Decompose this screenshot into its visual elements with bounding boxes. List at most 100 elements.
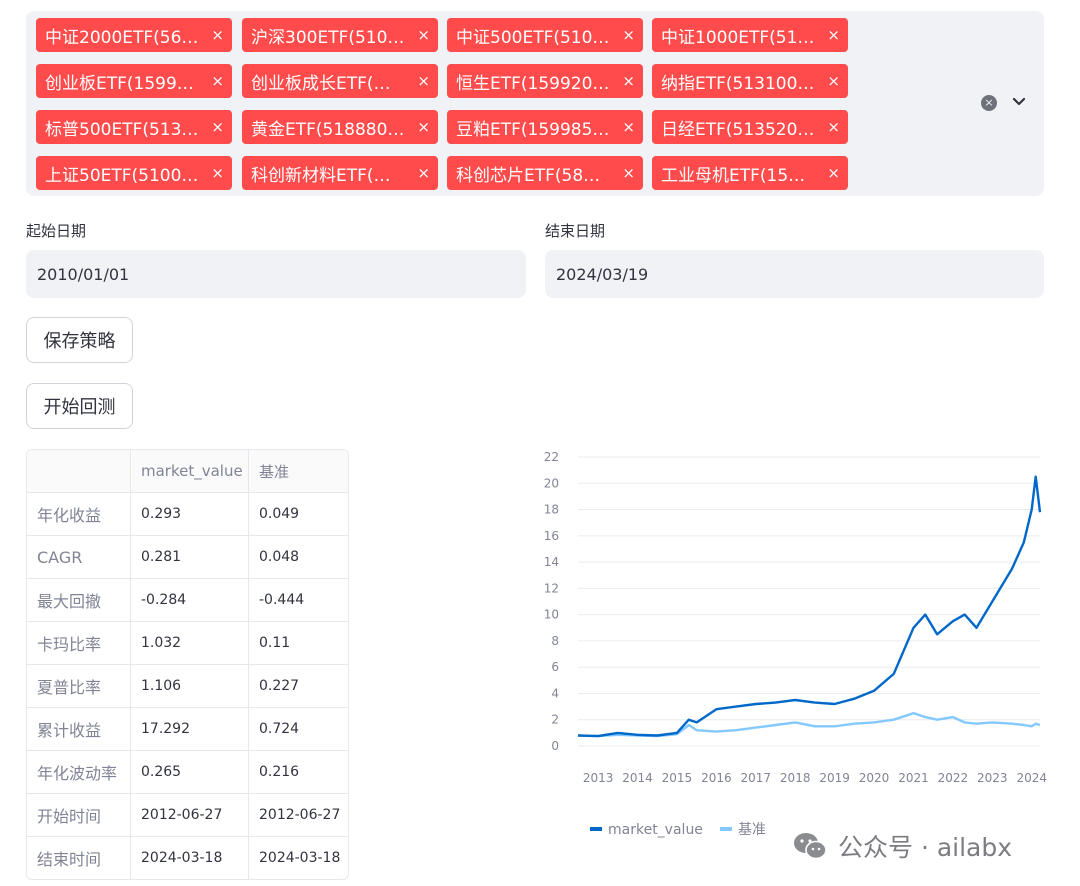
y-tick-label: 22 — [544, 450, 559, 464]
table-cell: -0.444 — [259, 592, 305, 608]
x-tick-label: 2013 — [583, 771, 614, 785]
tag-remove-icon[interactable]: × — [417, 164, 430, 182]
row-label: 最大回撤 — [27, 579, 131, 621]
y-tick-label: 2 — [551, 713, 559, 727]
start-backtest-button[interactable]: 开始回测 — [26, 383, 133, 429]
tag-label: 上证50ETF(5100… — [45, 165, 199, 186]
tag-remove-icon[interactable]: × — [211, 26, 224, 44]
header-cell — [27, 450, 131, 492]
tag-label: 工业母机ETF(15… — [661, 165, 806, 186]
tag-remove-icon[interactable]: × — [827, 26, 840, 44]
series-line — [577, 712, 1041, 738]
legend-label: 基准 — [738, 821, 766, 838]
tag-label: 中证1000ETF(51… — [661, 27, 815, 48]
table-cell: 0.293 — [131, 493, 249, 535]
row-label: 年化波动率 — [27, 751, 131, 793]
tag-chip: 科创新材料ETF(… × — [242, 156, 438, 190]
watermark-text: 公众号 · ailabx — [838, 833, 1013, 862]
table-cell: 2012-06-27 — [259, 807, 341, 823]
tag-chip: 标普500ETF(513… × — [36, 110, 232, 144]
tag-remove-icon[interactable]: × — [417, 26, 430, 44]
tag-label: 黄金ETF(518880… — [251, 119, 405, 140]
tag-remove-icon[interactable]: × — [622, 72, 635, 90]
tag-label: 沪深300ETF(510… — [251, 27, 405, 48]
x-tick-label: 2014 — [622, 771, 653, 785]
tag-chip: 恒生ETF(159920… × — [447, 64, 643, 98]
tag-chip: 科创芯片ETF(58… × — [447, 156, 643, 190]
table-row: 最大回撤 -0.284 -0.444 — [27, 579, 348, 622]
tag-chip: 纳指ETF(513100… × — [652, 64, 848, 98]
tag-label: 恒生ETF(159920… — [456, 73, 610, 94]
tag-remove-icon[interactable]: × — [622, 118, 635, 136]
y-tick-label: 0 — [551, 739, 559, 753]
tag-chip: 创业板ETF(1599… × — [36, 64, 232, 98]
x-tick-label: 2022 — [938, 771, 969, 785]
legend-swatch — [590, 827, 602, 831]
tag-remove-icon[interactable]: × — [622, 164, 635, 182]
x-tick-label: 2019 — [819, 771, 850, 785]
table-cell: 0.216 — [259, 764, 300, 780]
clear-all-icon[interactable]: × — [981, 95, 997, 111]
x-tick-label: 2018 — [780, 771, 811, 785]
table-cell: 0.724 — [259, 721, 300, 737]
table-cell: 2024-03-18 — [259, 850, 341, 866]
chevron-down-icon[interactable] — [1008, 91, 1030, 113]
row-label: 年化收益 — [27, 493, 131, 535]
watermark: 公众号 · ailabx — [792, 828, 1012, 864]
y-tick-label: 4 — [551, 686, 559, 700]
tag-chip: 黄金ETF(518880… × — [242, 110, 438, 144]
start-date-input[interactable]: 2010/01/01 — [26, 250, 526, 298]
save-strategy-button[interactable]: 保存策略 — [26, 317, 133, 363]
table-cell: 0.049 — [259, 506, 300, 522]
legend-label: market_value — [608, 822, 703, 838]
tag-remove-icon[interactable]: × — [827, 72, 840, 90]
tag-chip: 沪深300ETF(510… × — [242, 18, 438, 52]
y-tick-label: 14 — [544, 555, 559, 569]
y-tick-label: 16 — [544, 529, 559, 543]
table-cell: 0.048 — [259, 549, 300, 565]
table-cell: 0.281 — [131, 536, 249, 578]
tag-remove-icon[interactable]: × — [211, 118, 224, 136]
table-cell: 0.265 — [131, 751, 249, 793]
header-cell[interactable]: 基准 — [259, 462, 290, 481]
y-tick-label: 12 — [544, 581, 559, 595]
tag-label: 创业板成长ETF(… — [251, 73, 391, 94]
row-label: 结束时间 — [27, 837, 131, 879]
tag-chip: 创业板成长ETF(… × — [242, 64, 438, 98]
etf-multiselect[interactable]: 中证2000ETF(56… × 沪深300ETF(510… × 中证500ETF(5… — [26, 11, 1044, 196]
tag-label: 中证2000ETF(56… — [45, 27, 199, 48]
tag-label: 日经ETF(513520… — [661, 119, 815, 140]
tag-remove-icon[interactable]: × — [211, 72, 224, 90]
y-tick-label: 6 — [551, 660, 559, 674]
start-date-label: 起始日期 — [26, 222, 87, 240]
tag-chip: 中证2000ETF(56… × — [36, 18, 232, 52]
table-cell: -0.284 — [131, 579, 249, 621]
tag-remove-icon[interactable]: × — [827, 118, 840, 136]
header-cell[interactable]: market_value — [131, 450, 249, 492]
tag-remove-icon[interactable]: × — [417, 118, 430, 136]
table-row: 开始时间 2012-06-27 2012-06-27 — [27, 794, 348, 837]
row-label: CAGR — [27, 536, 131, 578]
row-label: 累计收益 — [27, 708, 131, 750]
tag-remove-icon[interactable]: × — [622, 26, 635, 44]
table-row: 累计收益 17.292 0.724 — [27, 708, 348, 751]
tag-chip: 中证1000ETF(51… × — [652, 18, 848, 52]
row-label: 开始时间 — [27, 794, 131, 836]
row-label: 夏普比率 — [27, 665, 131, 707]
tag-remove-icon[interactable]: × — [211, 164, 224, 182]
tag-remove-icon[interactable]: × — [827, 164, 840, 182]
table-cell: 1.032 — [131, 622, 249, 664]
tag-chip: 工业母机ETF(15… × — [652, 156, 848, 190]
table-cell: 2024-03-18 — [131, 837, 249, 879]
tag-label: 豆粕ETF(159985… — [456, 119, 610, 140]
end-date-input[interactable]: 2024/03/19 — [545, 250, 1044, 298]
table-row: CAGR 0.281 0.048 — [27, 536, 348, 579]
tag-remove-icon[interactable]: × — [417, 72, 430, 90]
legend-swatch — [720, 827, 732, 831]
y-tick-label: 18 — [544, 503, 559, 517]
wechat-icon — [794, 833, 827, 860]
table-row: 年化波动率 0.265 0.216 — [27, 751, 348, 794]
table-cell: 17.292 — [131, 708, 249, 750]
table-row: 结束时间 2024-03-18 2024-03-18 — [27, 837, 348, 879]
